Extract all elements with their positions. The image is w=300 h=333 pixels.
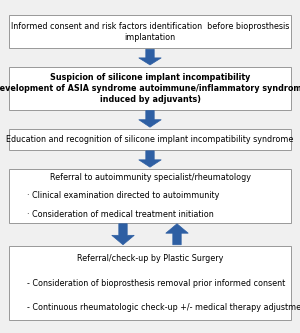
Polygon shape (139, 49, 161, 65)
Polygon shape (139, 111, 161, 127)
Text: - Consideration of bioprosthesis removal prior informed consent: - Consideration of bioprosthesis removal… (27, 278, 285, 288)
Text: Referral/check-up by Plastic Surgery: Referral/check-up by Plastic Surgery (77, 254, 223, 263)
Text: Development of ASIA syndrome autoimmune/inflammatory syndrome: Development of ASIA syndrome autoimmune/… (0, 84, 300, 93)
FancyBboxPatch shape (9, 169, 291, 223)
Text: implantation: implantation (124, 33, 176, 42)
FancyBboxPatch shape (9, 15, 291, 48)
Text: · Consideration of medical treatment initiation: · Consideration of medical treatment ini… (27, 209, 214, 218)
Polygon shape (112, 224, 134, 245)
Text: · Clinical examination directed to autoimmunity: · Clinical examination directed to autoi… (27, 191, 219, 200)
Text: Education and recognition of silicone implant incompatibility syndrome: Education and recognition of silicone im… (6, 135, 294, 144)
Text: Suspicion of silicone implant incompatibility: Suspicion of silicone implant incompatib… (50, 73, 250, 82)
Text: Referral to autoimmunity specialist/rheumatology: Referral to autoimmunity specialist/rheu… (50, 173, 250, 182)
FancyBboxPatch shape (9, 246, 291, 320)
Text: induced by adjuvants): induced by adjuvants) (100, 95, 200, 104)
Text: - Continuous rheumatologic check-up +/- medical therapy adjustment: - Continuous rheumatologic check-up +/- … (27, 303, 300, 312)
FancyBboxPatch shape (9, 129, 291, 150)
Text: Informed consent and risk factors identification  before bioprosthesis: Informed consent and risk factors identi… (11, 22, 289, 31)
Polygon shape (166, 224, 188, 245)
FancyBboxPatch shape (9, 67, 291, 110)
Polygon shape (139, 151, 161, 167)
